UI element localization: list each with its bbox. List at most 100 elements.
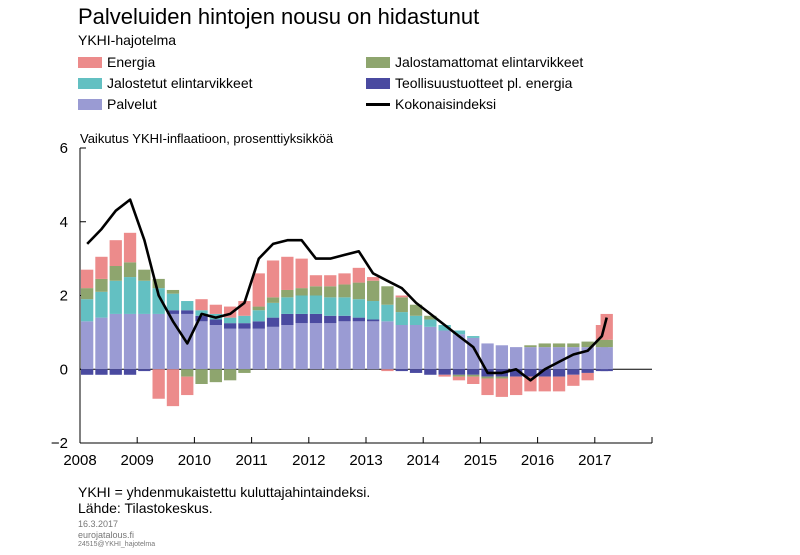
bar-segment — [238, 315, 251, 324]
bar-segment — [295, 323, 308, 370]
legend-swatch-jalostetut — [78, 77, 102, 89]
bar-segment — [481, 378, 494, 396]
bar-segment — [495, 376, 508, 379]
bar-segment — [138, 369, 151, 372]
bar-segment — [123, 232, 137, 263]
bar-segment — [181, 369, 194, 377]
y-tick-label: 0 — [60, 361, 68, 378]
bar-segment — [352, 267, 365, 283]
bar-segment — [281, 297, 294, 314]
bar-segment — [524, 347, 537, 370]
bar-segment — [538, 369, 551, 377]
bar-segment — [324, 323, 337, 370]
bar-segment — [123, 313, 137, 370]
bar-segment — [109, 280, 122, 314]
bar-segment — [524, 376, 537, 392]
bar-segment — [81, 288, 94, 300]
bar-segment — [338, 297, 351, 316]
bar-segment — [95, 278, 108, 292]
bar-segment — [238, 328, 251, 370]
bar-segment — [567, 343, 580, 348]
bar-segment — [224, 323, 237, 329]
bar-segment — [123, 277, 137, 314]
source-note: Lähde: Tilastokeskus. — [78, 500, 213, 516]
legend-label-kokonaisindeksi: Kokonaisindeksi — [395, 96, 497, 112]
legend-label-palvelut: Palvelut — [107, 96, 157, 112]
bar-segment — [109, 369, 122, 375]
bar-segment — [224, 328, 237, 370]
bar-segment — [166, 369, 180, 407]
bar-segment — [295, 313, 308, 324]
legend-label-jalostetut: Jalostetut elintarvikkeet — [107, 75, 253, 91]
bar-segment — [152, 278, 165, 289]
bar-segment — [181, 310, 194, 314]
bar-segment — [552, 369, 566, 377]
legend: Energia Jalostetut elintarvikkeet Palvel… — [78, 54, 638, 120]
bar-segment — [181, 301, 194, 311]
x-tick-label: 2010 — [178, 452, 211, 469]
bar-segment — [438, 325, 451, 331]
bar-segment — [309, 323, 323, 370]
bar-segment — [438, 374, 451, 377]
legend-item-energia: Energia — [78, 54, 155, 70]
code-note: 24515@YKHI_hajotelma — [78, 541, 156, 548]
bar-segment — [238, 323, 251, 329]
bar-segment — [195, 299, 208, 311]
legend-label-teollisuus: Teollisuustuotteet pl. energia — [395, 75, 573, 91]
bar-segment — [138, 280, 151, 314]
bar-segment — [452, 374, 466, 377]
bar-segment — [252, 310, 265, 322]
bar-segment — [552, 347, 566, 370]
bar-segment — [395, 295, 408, 298]
y-tick-label: 2 — [60, 288, 68, 305]
legend-item-palvelut: Palvelut — [78, 96, 157, 112]
bar-segment — [424, 326, 437, 370]
x-tick-label: 2008 — [63, 452, 96, 469]
bar-segment — [81, 299, 94, 322]
bar-segment — [81, 321, 94, 370]
bar-segment — [166, 293, 180, 311]
bar-segment — [367, 321, 380, 370]
bar-segment — [367, 280, 380, 302]
bar-segment — [567, 374, 580, 386]
bar-segment — [438, 369, 451, 375]
bar-segment — [166, 289, 180, 294]
bar-segment — [81, 269, 94, 289]
bar-segment — [266, 260, 280, 298]
bar-segment — [309, 286, 323, 296]
bar-segment — [152, 288, 165, 314]
bar-segment — [510, 369, 523, 377]
bar-segment — [238, 369, 251, 373]
legend-label-jalostamattomat: Jalostamattomat elintarvikkeet — [395, 54, 584, 70]
bar-segment — [324, 315, 337, 324]
legend-label-energia: Energia — [107, 54, 156, 70]
bar-segment — [424, 315, 437, 320]
bar-segment — [409, 304, 423, 316]
bar-segment — [467, 374, 480, 377]
bar-segment — [95, 256, 108, 279]
bar-segment — [324, 297, 337, 316]
x-tick-label: 2017 — [578, 452, 611, 469]
bar-segment — [95, 291, 108, 318]
x-tick-label: 2013 — [349, 452, 382, 469]
bar-segment — [581, 369, 594, 373]
x-tick-label: 2011 — [235, 452, 267, 469]
bar-segment — [281, 289, 294, 298]
bar-segment — [123, 262, 137, 278]
bar-segment — [495, 345, 508, 370]
site-note: eurojatalous.fi — [78, 530, 135, 540]
bar-segment — [452, 369, 466, 375]
legend-swatch-palvelut — [78, 98, 102, 110]
bar-segment — [281, 313, 294, 325]
bar-segment — [195, 315, 208, 322]
bar-segment — [381, 286, 394, 305]
bar-segment — [552, 343, 566, 348]
bar-segment — [395, 312, 408, 325]
legend-item-kokonaisindeksi: Kokonaisindeksi — [366, 96, 496, 112]
legend-swatch-energia — [78, 56, 102, 68]
bar-segment — [195, 321, 208, 370]
bar-segment — [81, 369, 94, 375]
bar-segment — [467, 376, 480, 384]
bar-segment — [138, 269, 151, 281]
